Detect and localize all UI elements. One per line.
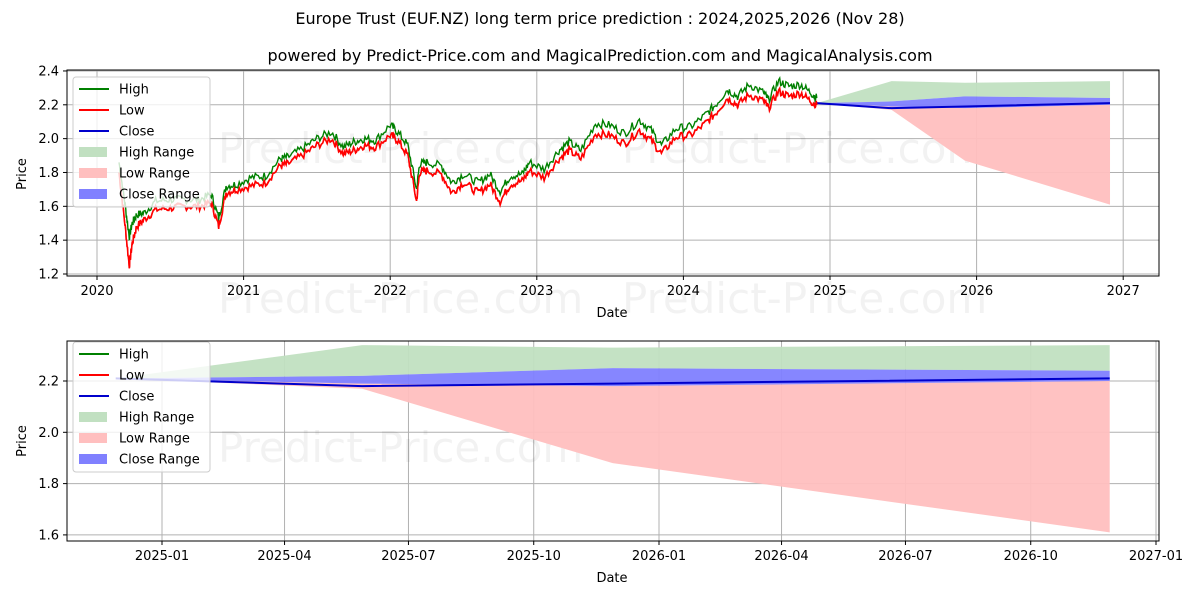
x-tick-label: 2022 [374, 284, 407, 299]
high-range-band [816, 81, 1111, 104]
legend-label: High Range [119, 146, 194, 161]
low-line-overlay [118, 87, 818, 268]
x-tick-label: 2026-10 [1004, 549, 1058, 564]
y-tick-label: 1.6 [38, 200, 59, 215]
y-tick-label: 1.8 [38, 166, 59, 181]
y-tick-label: 1.6 [38, 528, 59, 543]
x-tick-label: 2027 [1107, 284, 1140, 299]
legend-swatch-close-range [79, 454, 107, 464]
high-range-band [115, 345, 1110, 379]
legend-swatch-low-range [79, 168, 107, 178]
chart-title: Europe Trust (EUF.NZ) long term price pr… [295, 9, 905, 28]
legend-label: Close Range [119, 188, 200, 203]
bottom-price-lines [115, 377, 1110, 388]
bottom-y-axis: 1.6 1.8 2.0 2.2 [38, 375, 67, 543]
close-line [816, 102, 1111, 110]
legend-label: High Range [119, 411, 194, 426]
bottom-y-axis-label: Price [15, 425, 30, 457]
y-tick-label: 2.4 [38, 64, 59, 79]
legend-label: Low [119, 104, 145, 119]
x-tick-label: 2023 [520, 284, 553, 299]
x-tick-label: 2026 [960, 284, 993, 299]
bottom-x-axis-label: Date [596, 571, 627, 586]
x-tick-label: 2024 [667, 284, 700, 299]
low-range-band [816, 103, 1111, 205]
top-price-lines [118, 76, 1111, 269]
x-tick-label: 2026-07 [878, 549, 932, 564]
y-tick-label: 2.0 [38, 426, 59, 441]
watermark-text: Predict-Price.com [622, 274, 987, 323]
x-tick-label: 2021 [227, 284, 260, 299]
y-tick-label: 2.0 [38, 132, 59, 147]
legend-swatch-high-range [79, 147, 107, 157]
top-y-axis: 1.2 1.4 1.6 1.8 2.0 2.2 2.4 [38, 64, 67, 283]
top-x-axis-label: Date [596, 306, 627, 321]
x-tick-label: 2025-07 [381, 549, 435, 564]
top-grid [67, 70, 1159, 276]
x-tick-label: 2020 [80, 284, 113, 299]
x-tick-label: 2027-01 [1129, 549, 1183, 564]
x-tick-label: 2025 [813, 284, 846, 299]
legend-swatch-close-range [79, 189, 107, 199]
chart-subtitle: powered by Predict-Price.com and Magical… [267, 46, 933, 65]
legend-swatch-high-range [79, 412, 107, 422]
x-tick-label: 2025-10 [507, 549, 561, 564]
legend-label: Close [119, 390, 154, 405]
x-tick-label: 2025-01 [135, 549, 189, 564]
y-tick-label: 1.2 [38, 268, 59, 283]
legend-label: High [119, 348, 149, 363]
y-tick-label: 2.2 [38, 98, 59, 113]
x-tick-label: 2026-01 [632, 549, 686, 564]
x-tick-label: 2026-04 [754, 549, 808, 564]
top-axes-frame [66, 69, 1160, 277]
top-y-axis-label: Price [15, 158, 30, 190]
top-x-axis: 2020 2021 2022 2023 2024 2025 2026 2027 [80, 276, 1140, 299]
watermark-text: Predict-Price.com [218, 274, 583, 323]
low-range-band [115, 378, 1110, 533]
legend-label: Close [119, 125, 154, 140]
high-line [118, 76, 818, 242]
y-tick-label: 2.2 [38, 375, 59, 390]
legend-label: High [119, 83, 149, 98]
legend-label: Low Range [119, 167, 190, 182]
x-tick-label: 2025-04 [257, 549, 311, 564]
close-line [115, 377, 1110, 388]
y-tick-label: 1.4 [38, 234, 59, 249]
top-forecast-ranges [816, 81, 1111, 205]
legend-label: Close Range [119, 453, 200, 468]
bottom-x-axis: 2025-01 2025-04 2025-07 2025-10 2026-01 2026-… [135, 541, 1183, 564]
legend-swatch-low-range [79, 433, 107, 443]
top-legend: High Low Close High Range Low Range Close Ran… [72, 76, 211, 208]
legend-label: Low Range [119, 432, 190, 447]
y-tick-label: 1.8 [38, 477, 59, 492]
top-chart-panel: Predict-Price.com Predict-Price.comPredic… [15, 64, 1160, 323]
legend-label: Low [119, 369, 145, 384]
bottom-legend: High Low Close High Range Low Range Close Ran… [72, 341, 211, 473]
top-watermark: Predict-Price.com Predict-Price.comPredic… [218, 124, 987, 323]
bottom-axes-frame [66, 340, 1160, 542]
